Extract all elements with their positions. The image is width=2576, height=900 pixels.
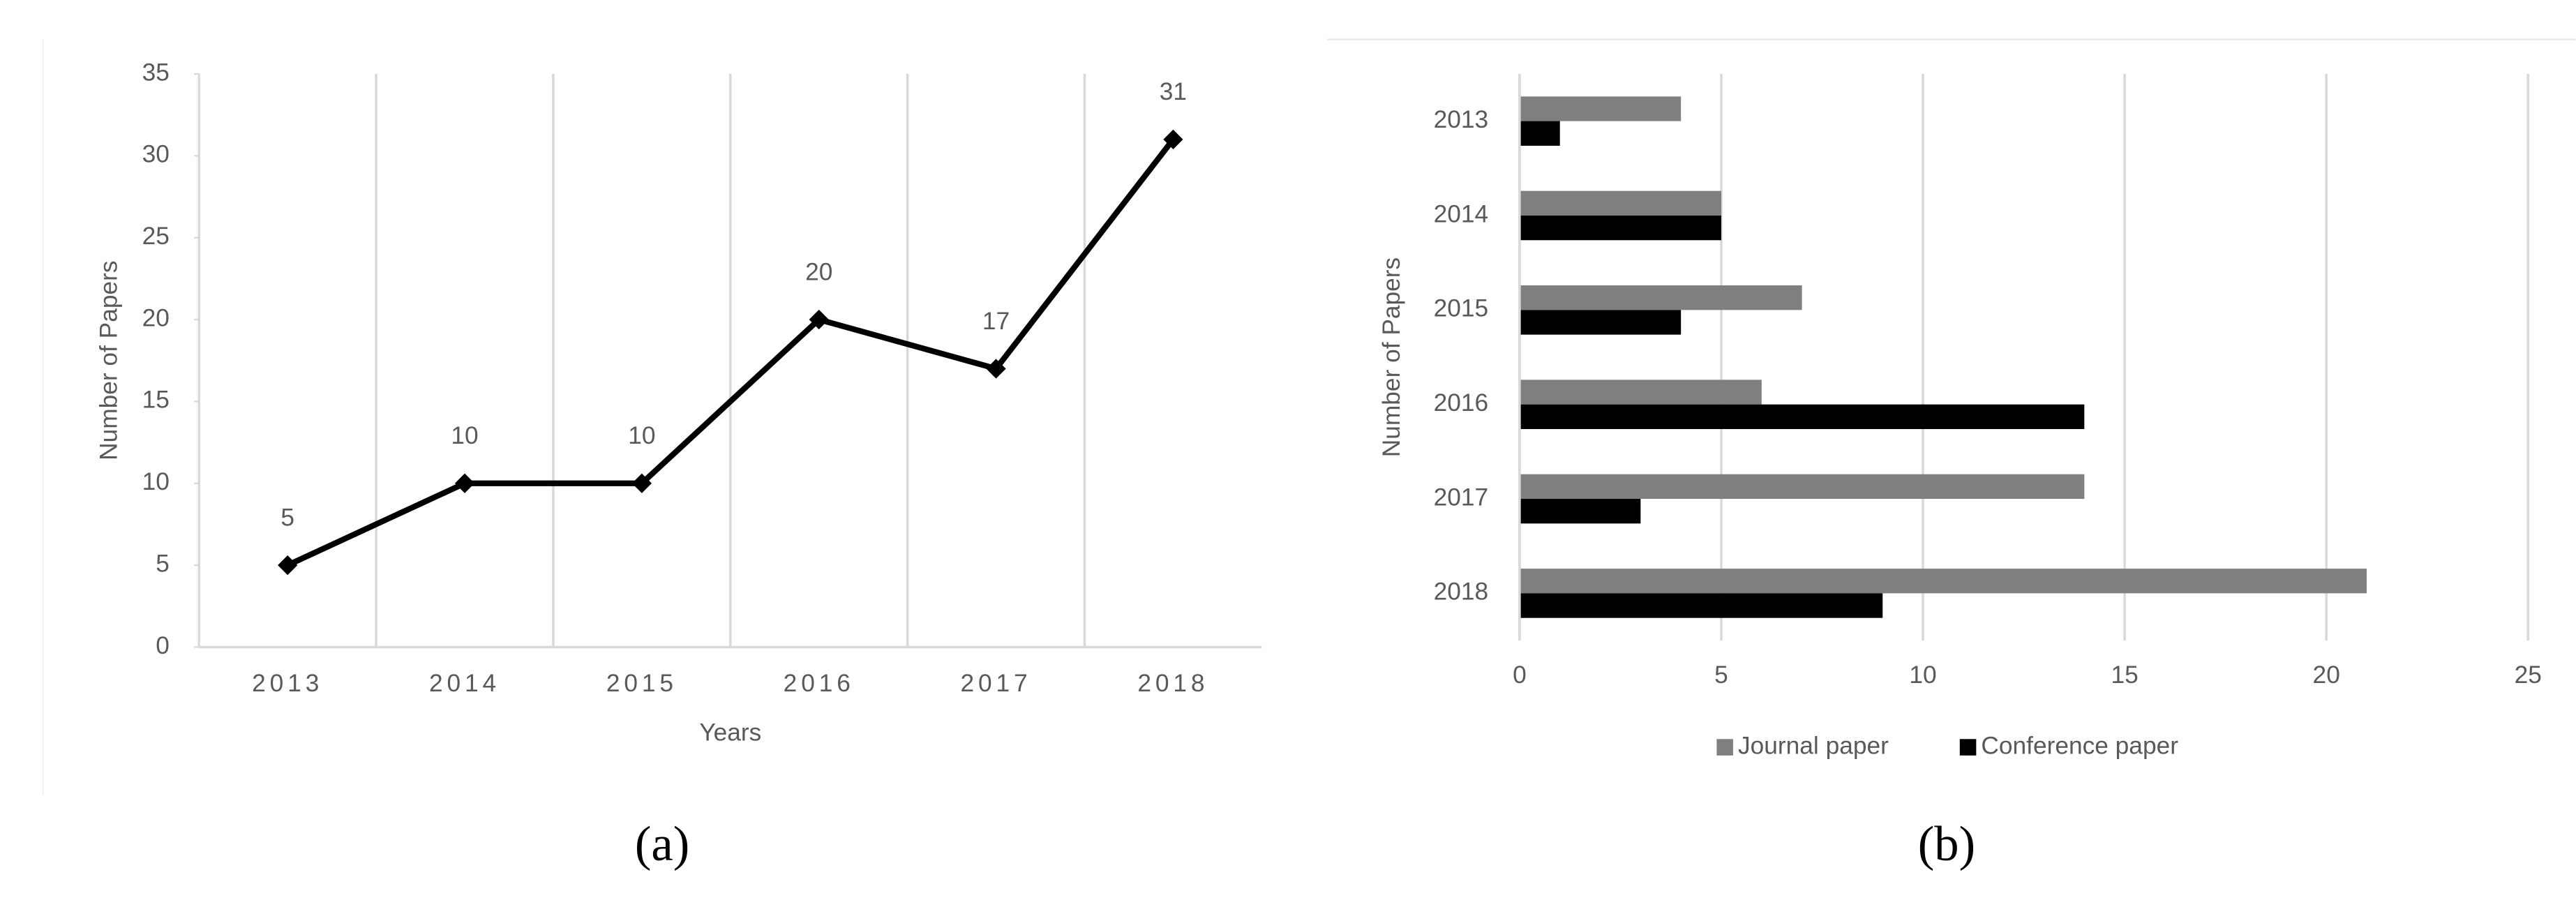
- y-tick-label: 2013: [1434, 106, 1489, 133]
- y-tick-label: 15: [142, 387, 170, 414]
- y-tick-label: 2017: [1434, 483, 1489, 511]
- bar: [1519, 285, 1802, 310]
- y-axis-label: Number of Papers: [1378, 257, 1405, 457]
- marker: [278, 555, 298, 576]
- bar: [1519, 215, 1721, 241]
- data-label: 31: [1160, 78, 1187, 105]
- bar: [1519, 96, 1682, 121]
- x-tick-label: 25: [2515, 661, 2542, 689]
- x-tick-label: 2015: [606, 670, 677, 697]
- bar: [1519, 121, 1560, 146]
- y-tick-label: 35: [142, 59, 170, 86]
- marker: [986, 359, 1006, 379]
- y-tick-label: 2016: [1434, 389, 1489, 417]
- bar: [1519, 593, 1883, 618]
- legend-label: Journal paper: [1738, 732, 1889, 759]
- caption: (a): [635, 817, 689, 871]
- x-tick-label: 15: [2111, 661, 2139, 689]
- y-tick-label: 0: [156, 632, 170, 659]
- x-tick-label: 2017: [961, 670, 1032, 697]
- bar: [1519, 499, 1641, 524]
- marker: [454, 473, 475, 493]
- x-tick-label: 2013: [252, 670, 323, 697]
- y-tick-label: 25: [142, 223, 170, 250]
- x-tick-label: 5: [1714, 661, 1728, 689]
- y-tick-label: 20: [142, 304, 170, 331]
- bar: [1519, 380, 1762, 405]
- y-tick-label: 2014: [1434, 200, 1489, 227]
- bar: [1519, 474, 2085, 500]
- bar: [1519, 310, 1682, 335]
- legend-swatch: [1716, 739, 1733, 756]
- x-tick-label: 10: [1909, 661, 1936, 689]
- bar: [1519, 569, 2367, 594]
- x-tick-label: 20: [2313, 661, 2340, 689]
- y-tick-label: 30: [142, 141, 170, 168]
- caption: (b): [1918, 817, 1975, 871]
- y-tick-label: 2018: [1434, 578, 1489, 606]
- x-tick-label: 2016: [784, 670, 855, 697]
- bar: [1519, 190, 1721, 216]
- data-label: 20: [805, 258, 832, 285]
- x-tick-label: 0: [1513, 661, 1527, 689]
- y-tick-label: 10: [142, 468, 170, 495]
- data-label: 10: [628, 422, 655, 449]
- y-tick-label: 2015: [1434, 295, 1489, 322]
- bar: [1519, 404, 2085, 429]
- data-label: 5: [280, 504, 294, 532]
- x-tick-label: 2014: [429, 670, 500, 697]
- y-tick-label: 5: [156, 550, 170, 577]
- marker: [1163, 129, 1183, 149]
- x-axis-label: Years: [699, 719, 761, 747]
- data-label: 17: [982, 308, 1010, 335]
- y-axis-label: Number of Papers: [95, 260, 122, 460]
- legend-label: Conference paper: [1981, 732, 2178, 759]
- data-label: 10: [451, 422, 478, 449]
- x-tick-label: 2018: [1137, 670, 1208, 697]
- line: [286, 137, 1176, 568]
- legend-swatch: [1959, 739, 1977, 756]
